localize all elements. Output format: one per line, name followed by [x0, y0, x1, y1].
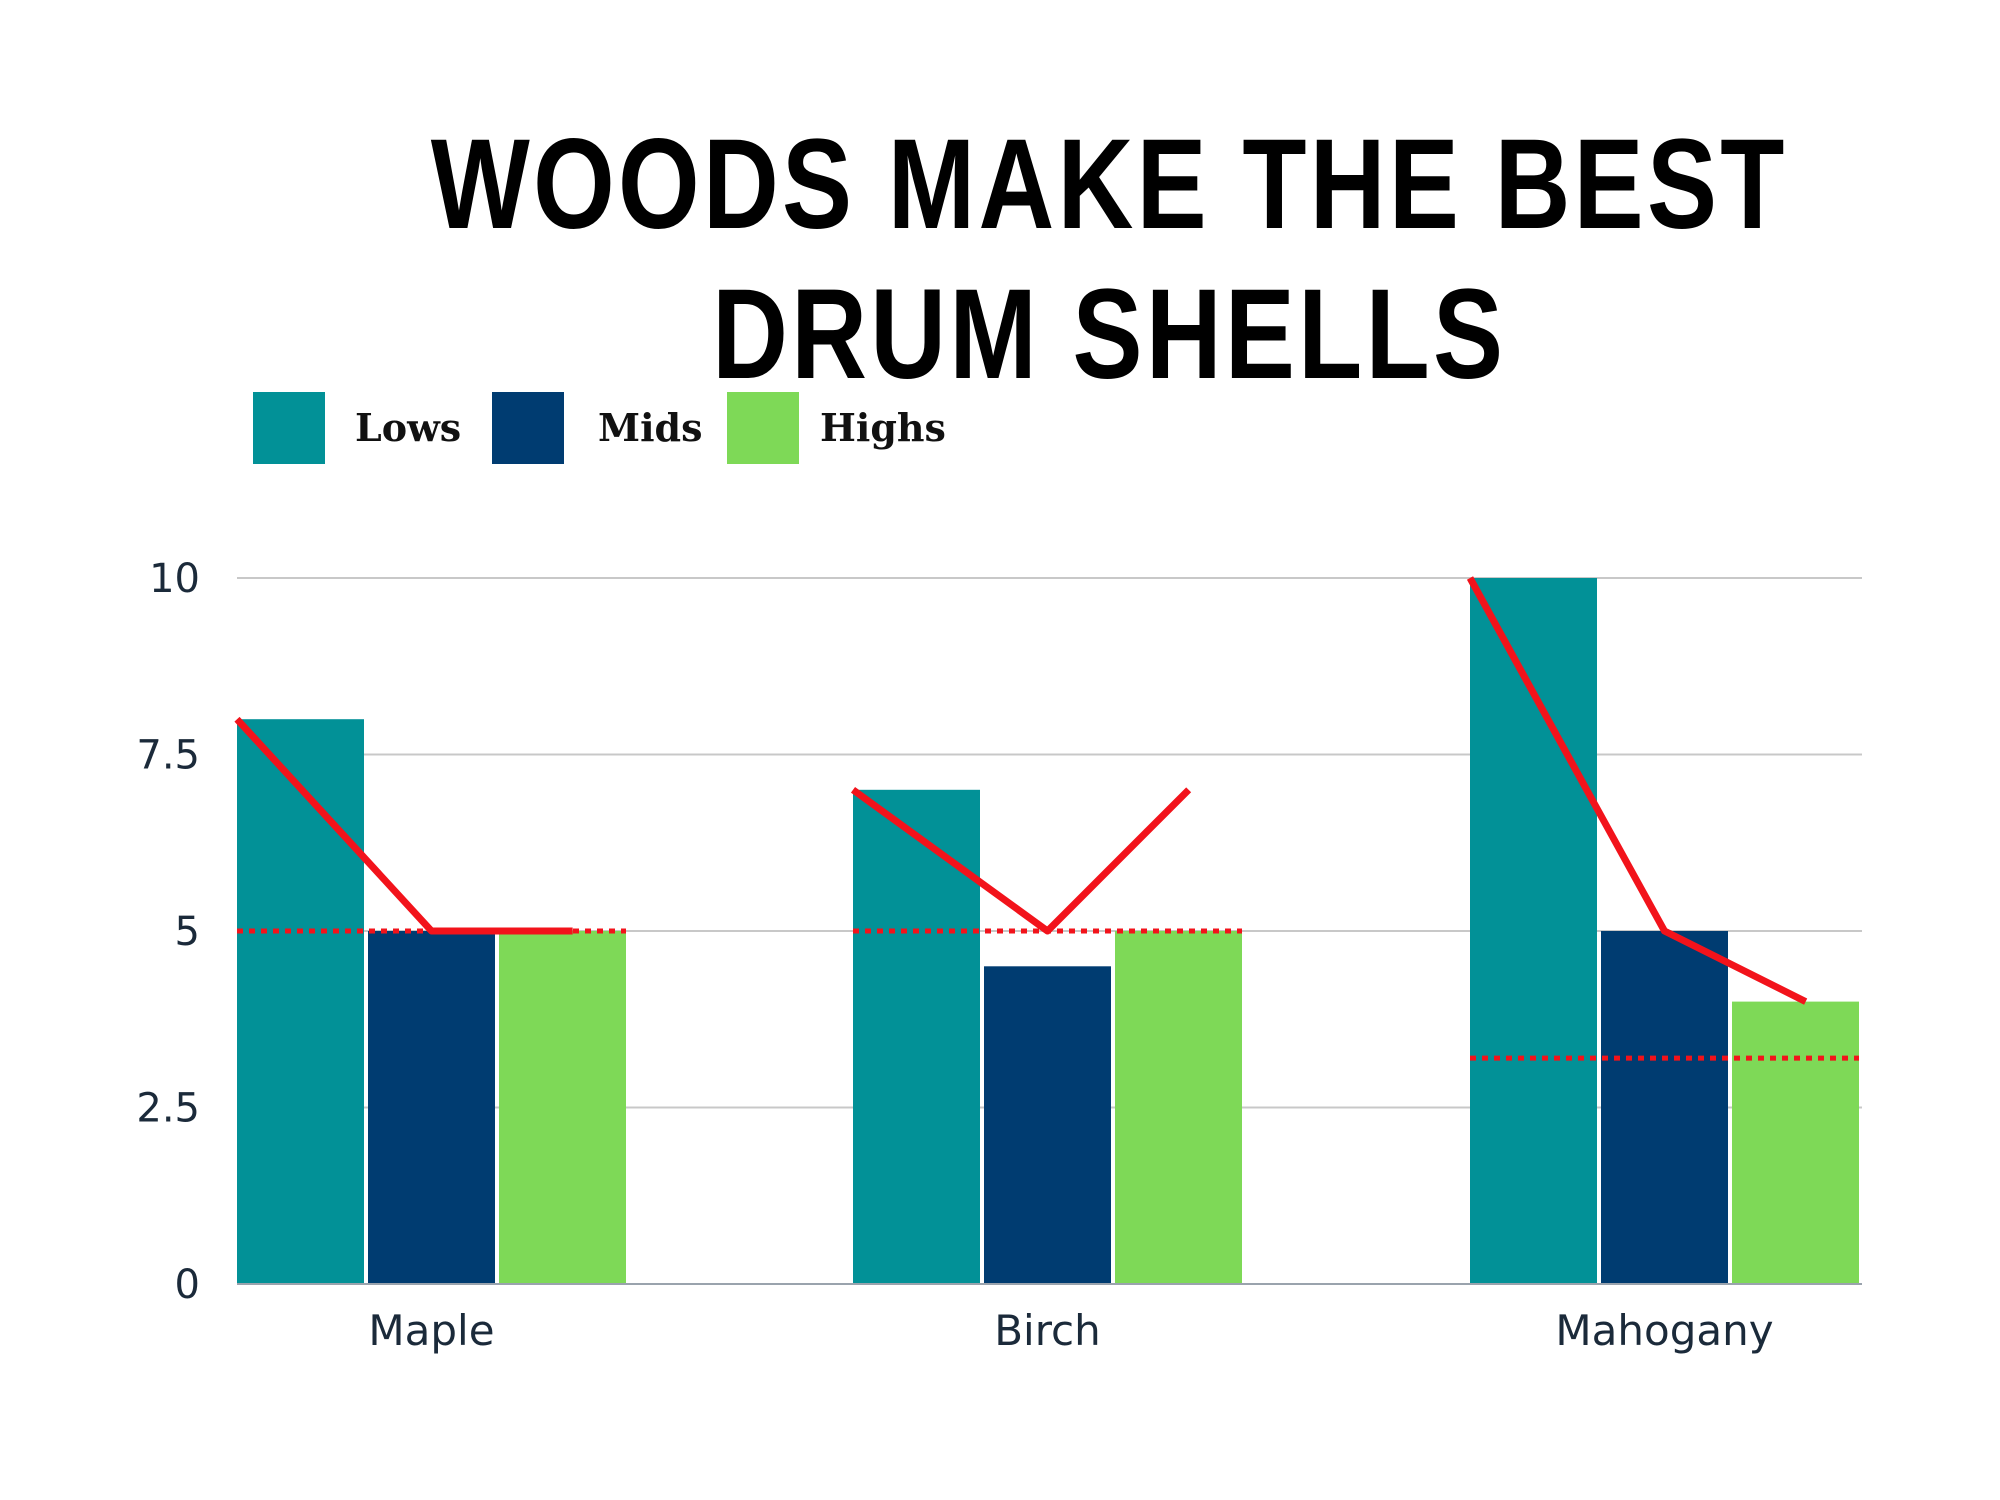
bar-lows-mahogany: [1470, 578, 1597, 1284]
y-tick-label: 0: [175, 1262, 200, 1308]
bar-lows-maple: [237, 719, 364, 1284]
bar-highs-maple: [499, 931, 626, 1284]
legend-label-highs: Highs: [820, 405, 946, 450]
bar-mids-birch: [984, 966, 1111, 1284]
legend-swatch-highs: [727, 392, 799, 464]
bar-mids-mahogany: [1601, 931, 1728, 1284]
trend-line-birch: [850, 786, 1192, 935]
y-tick-label: 7.5: [136, 733, 200, 779]
legend-label-lows: Lows: [355, 405, 461, 450]
chart-title: WOODS MAKE THE BEST DRUM SHELLS: [430, 113, 1788, 406]
bar-mids-maple: [368, 931, 495, 1284]
legend-swatch-lows: [253, 392, 325, 464]
trend-line-mahogany: [1466, 576, 1808, 1005]
bars: [237, 578, 1859, 1284]
legend-swatch-mids: [492, 392, 564, 464]
trend-lines: [234, 576, 1808, 1005]
bar-highs-mahogany: [1732, 1001, 1859, 1284]
legend-label-mids: Mids: [598, 405, 702, 450]
y-tick-label: 5: [175, 909, 200, 955]
y-tick-label: 10: [149, 556, 200, 602]
bar-highs-birch: [1115, 931, 1242, 1284]
y-tick-label: 2.5: [136, 1086, 200, 1132]
x-tick-label: Mahogany: [1555, 1306, 1773, 1355]
bar-lows-birch: [853, 789, 980, 1284]
axes: 0 2.5 5 7.5 10 Maple Birch Mahogany: [136, 556, 1862, 1355]
trend-line-maple: [234, 716, 573, 935]
x-tick-label: Maple: [368, 1306, 494, 1355]
x-tick-label: Birch: [994, 1306, 1101, 1355]
legend: Lows Mids Highs: [253, 392, 946, 464]
